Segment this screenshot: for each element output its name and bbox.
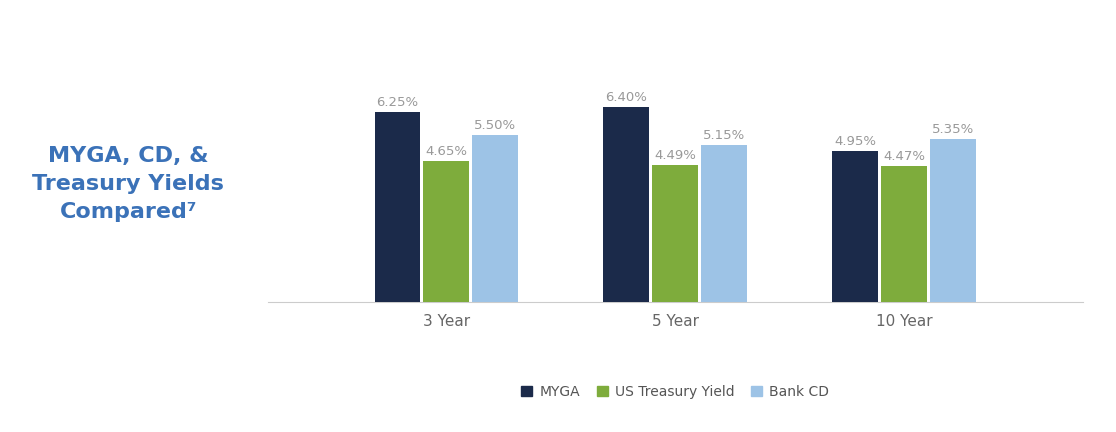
Text: 4.65%: 4.65% (425, 145, 468, 158)
Bar (701, 145, 747, 302)
Bar (375, 112, 421, 302)
Legend: MYGA, US Treasury Yield, Bank CD: MYGA, US Treasury Yield, Bank CD (516, 379, 835, 404)
Text: MYGA, CD, &
Treasury Yields
Compared⁷: MYGA, CD, & Treasury Yields Compared⁷ (32, 146, 224, 222)
Bar (833, 152, 878, 302)
Bar (423, 161, 469, 302)
Bar (652, 165, 699, 302)
Bar (882, 166, 927, 302)
Bar (930, 139, 975, 302)
Text: 5.15%: 5.15% (703, 129, 745, 142)
Text: 6.40%: 6.40% (605, 91, 647, 104)
Bar (604, 107, 650, 302)
Text: 4.47%: 4.47% (883, 150, 925, 163)
Text: 5.50%: 5.50% (474, 119, 517, 132)
Bar (472, 135, 518, 302)
Text: 6.25%: 6.25% (376, 96, 418, 109)
Text: 5.35%: 5.35% (932, 123, 974, 136)
Text: 4.95%: 4.95% (834, 135, 876, 149)
Text: 4.49%: 4.49% (654, 149, 696, 162)
